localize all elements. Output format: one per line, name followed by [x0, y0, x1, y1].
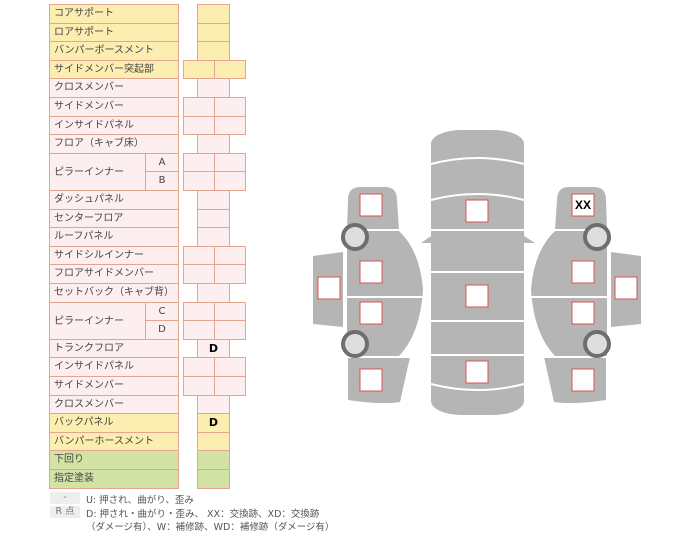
damage-mark-box[interactable] [614, 276, 638, 300]
wheel-icon [583, 223, 611, 251]
wheel-icon [341, 223, 369, 251]
legend-text-d: D: 押され・曲がり・歪み、 XX：交換跡、XD：交換跡 [86, 509, 320, 520]
wheel-icon [341, 330, 369, 358]
legend-key-dash: - [50, 492, 80, 504]
damage-mark-box[interactable] [465, 284, 489, 308]
damage-mark-box[interactable] [465, 199, 489, 223]
value-cell-right[interactable] [214, 59, 246, 80]
value-cell[interactable] [197, 469, 230, 489]
damage-mark-box[interactable] [359, 301, 383, 325]
damage-mark-box[interactable] [571, 301, 595, 325]
damage-mark-box[interactable] [359, 193, 383, 217]
value-cell-right[interactable] [214, 171, 246, 191]
damage-mark-box[interactable] [359, 260, 383, 284]
damage-mark-box[interactable] [571, 260, 595, 284]
legend-text-u: U: 押され、曲がり、歪み [86, 495, 194, 506]
value-cell-right[interactable] [214, 264, 246, 284]
legend-key-r: R 点 [50, 506, 80, 518]
damage-mark-box[interactable] [359, 368, 383, 392]
damage-mark-box[interactable] [465, 360, 489, 384]
value-cell-right[interactable] [214, 115, 246, 136]
value-cell-right[interactable] [214, 320, 246, 340]
wheel-icon [583, 330, 611, 358]
damage-mark-box[interactable] [317, 276, 341, 300]
row-label: 指定塗装 [49, 469, 179, 489]
value-cell-right[interactable] [214, 376, 246, 396]
legend-text-w: （ダメージ有）、W：補修跡、WD：補修跡（ダメージ有） [86, 522, 335, 533]
damage-mark-box[interactable] [571, 193, 595, 217]
damage-mark-text: XX [575, 198, 591, 212]
damage-mark-box[interactable] [571, 368, 595, 392]
